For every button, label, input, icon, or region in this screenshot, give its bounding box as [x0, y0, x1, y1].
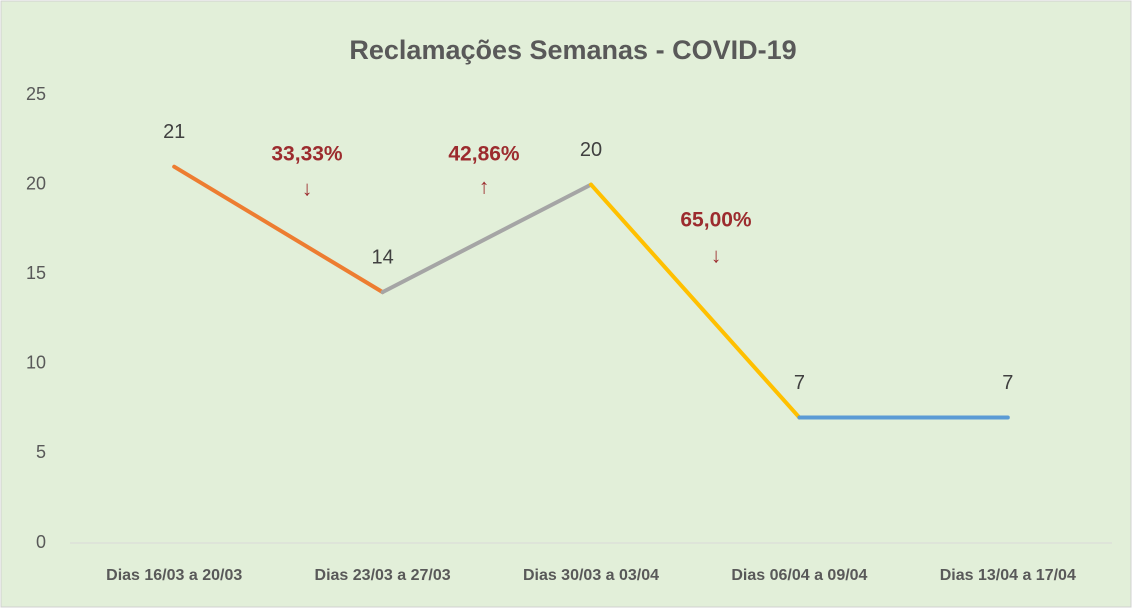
data-label: 7 [1002, 372, 1013, 394]
y-tick-label: 0 [36, 532, 46, 552]
line-segment [589, 182, 802, 420]
x-tick-label: Dias 13/04 a 17/04 [940, 567, 1076, 584]
x-tick-label: Dias 30/03 a 03/04 [523, 567, 659, 584]
data-label: 14 [371, 246, 393, 268]
annotation: 33,33% [271, 143, 343, 166]
annotation: 42,86% [448, 143, 520, 166]
annotation-arrow: ↓ [711, 245, 722, 268]
chart-title: Reclamações Semanas - COVID-19 [349, 35, 796, 65]
y-tick-label: 15 [26, 263, 46, 283]
line-segment [380, 182, 593, 295]
x-tick-label: Dias 06/04 a 09/04 [731, 567, 867, 584]
annotation-arrow: ↑ [479, 176, 490, 199]
data-label: 21 [163, 121, 185, 143]
data-label: 20 [580, 139, 602, 161]
y-tick-label: 10 [26, 353, 46, 373]
y-tick-label: 20 [26, 173, 46, 193]
x-tick-label: Dias 16/03 a 20/03 [106, 567, 242, 584]
x-tick-label: Dias 23/03 a 27/03 [315, 567, 451, 584]
y-tick-label: 25 [26, 84, 46, 104]
y-tick-label: 5 [36, 442, 46, 462]
data-label: 7 [794, 372, 805, 394]
annotation-arrow: ↓ [302, 178, 313, 201]
line-segment [172, 164, 385, 295]
annotation: 65,00% [680, 209, 752, 232]
